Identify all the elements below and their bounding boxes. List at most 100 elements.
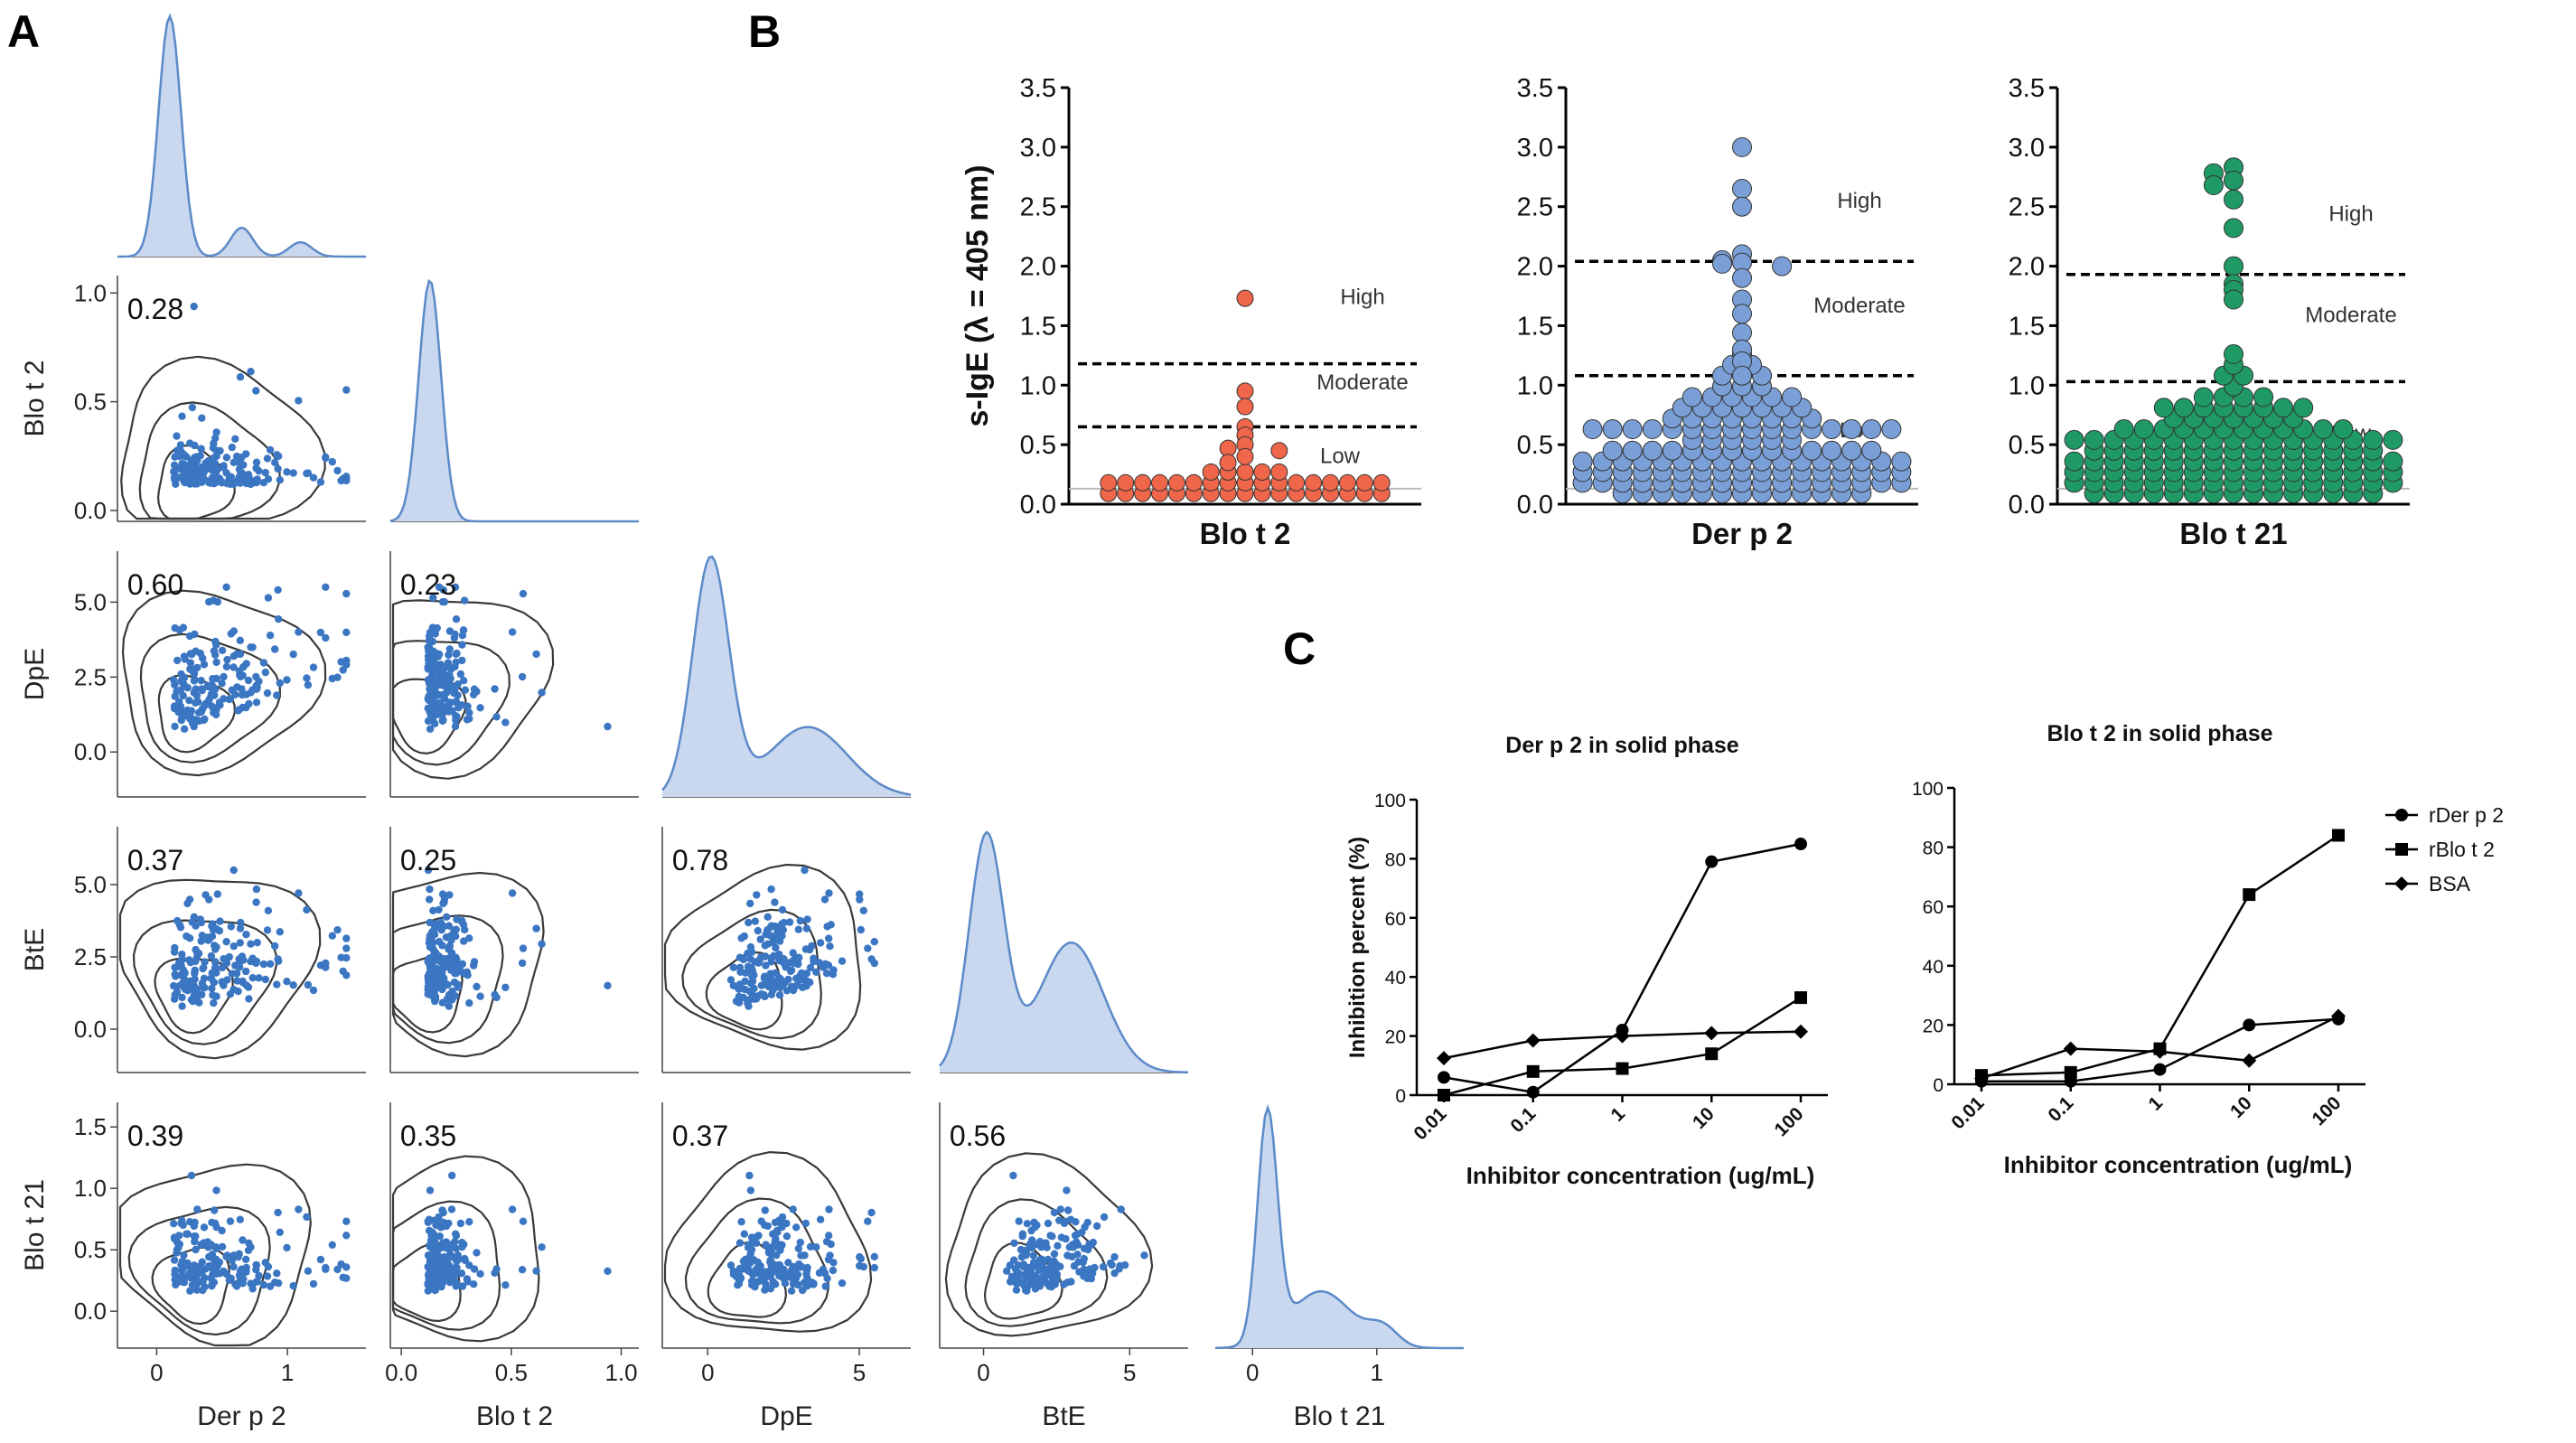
- scatter-point: [443, 689, 451, 697]
- kde-contour: [983, 1242, 1063, 1320]
- data-dot: [1288, 473, 1306, 492]
- scatter-point: [794, 960, 802, 969]
- y-tick-label: 5.0: [74, 871, 107, 898]
- kde-fill: [390, 281, 639, 521]
- panel-label-b: B: [748, 6, 781, 57]
- scatter-point: [445, 891, 454, 899]
- scatter-point: [238, 690, 247, 699]
- scatter-point: [501, 718, 510, 726]
- data-dot: [2064, 429, 2084, 450]
- scatter-point: [252, 458, 261, 466]
- kde-contour: [139, 632, 282, 764]
- scatter-point: [746, 1250, 754, 1258]
- scatter-point: [247, 1279, 255, 1288]
- scatter-point: [173, 982, 181, 991]
- scatter-point: [437, 924, 445, 933]
- y-tick-label: 0.5: [74, 1236, 107, 1263]
- scatter-point: [170, 1256, 179, 1264]
- correlation-label: 0.28: [127, 293, 183, 325]
- y-tick-label: 0.5: [1020, 431, 1056, 460]
- scatter-point: [864, 944, 872, 952]
- scatter-point: [1108, 1260, 1116, 1270]
- scatter-point: [342, 1232, 351, 1240]
- scatter-point: [458, 641, 466, 649]
- marker-circle: [2153, 1063, 2167, 1076]
- pair-cell-3-3: [939, 830, 1189, 1074]
- scatter-point: [192, 957, 200, 966]
- scatter-point: [491, 1269, 499, 1278]
- scatter-point: [328, 457, 336, 466]
- scatter-point: [259, 479, 268, 487]
- correlation-label: 0.78: [672, 844, 728, 876]
- panel-label-a: A: [7, 6, 40, 57]
- scatter-point: [192, 691, 201, 700]
- scatter-point: [859, 906, 867, 914]
- scatter-point: [1027, 1226, 1035, 1235]
- scatter-point: [1030, 1218, 1038, 1227]
- series-line: [1443, 997, 1802, 1097]
- x-tick-label: 100: [2308, 1092, 2345, 1129]
- scatter-point: [236, 670, 244, 679]
- scatter-point: [782, 963, 790, 971]
- scatter-point: [342, 953, 351, 962]
- scatter-point: [207, 951, 216, 960]
- scatter-point: [827, 1240, 835, 1249]
- y-tick-label: 0.0: [74, 738, 107, 765]
- scatter-point: [242, 1263, 250, 1272]
- scatter-point: [452, 716, 460, 725]
- scatter-point: [439, 586, 447, 595]
- scatter-point: [197, 445, 205, 453]
- x-tick-label: 5: [853, 1359, 866, 1386]
- data-dot: [1236, 398, 1254, 416]
- kde-line: [389, 278, 639, 523]
- scatter-point: [452, 615, 461, 623]
- scatter-point: [171, 943, 179, 952]
- scatter-point: [177, 957, 185, 965]
- scatter-point: [452, 650, 460, 659]
- scatter-point: [197, 937, 205, 945]
- scatter-point: [175, 1240, 183, 1249]
- scatter-point: [309, 1279, 318, 1288]
- scatter-point: [1023, 1220, 1032, 1228]
- kde-contour: [944, 1152, 1154, 1337]
- pair-cell-4-0: [117, 1102, 366, 1349]
- level-label-low: Low: [1320, 445, 1361, 469]
- scatter-point: [452, 1264, 460, 1273]
- scatter-point: [211, 958, 220, 966]
- scatter-point: [424, 717, 433, 726]
- scatter-point: [771, 1218, 780, 1227]
- scatter-point: [812, 1243, 820, 1251]
- scatter-point: [222, 454, 231, 462]
- kde-contour: [663, 1150, 873, 1333]
- scatter-point: [171, 1234, 179, 1243]
- scatter-point: [236, 459, 244, 467]
- scatter-point: [201, 1283, 209, 1291]
- scatter-point: [470, 1280, 478, 1288]
- scatter-point: [779, 980, 787, 989]
- scatter-point: [200, 661, 209, 669]
- scatter-point: [173, 432, 181, 440]
- scatter-point: [252, 898, 260, 906]
- marker-square: [1794, 991, 1807, 1005]
- scatter-point: [289, 981, 297, 989]
- scatter-point: [473, 982, 481, 991]
- scatter-point: [220, 462, 228, 470]
- scatter-point: [754, 926, 762, 935]
- scatter-point: [778, 905, 787, 914]
- marker-diamond: [1974, 1071, 1989, 1086]
- y-tick-label: 1.5: [1517, 312, 1553, 341]
- scatter-point: [295, 1205, 303, 1213]
- scatter-point: [424, 643, 432, 651]
- y-tick-label: 0.5: [74, 389, 107, 416]
- scatter-point: [1100, 1213, 1109, 1222]
- data-dot: [2173, 398, 2194, 418]
- correlation-label: 0.56: [950, 1120, 1006, 1152]
- scatter-point: [426, 895, 434, 904]
- data-dot: [1622, 419, 1643, 439]
- y-axis-label: s-IgE (λ = 405 nm): [960, 164, 995, 426]
- scatter-point: [242, 1255, 250, 1264]
- data-dot: [1572, 451, 1593, 472]
- scatter-point: [829, 970, 838, 979]
- scatter-point: [508, 1205, 517, 1213]
- scatter-point: [426, 1186, 435, 1195]
